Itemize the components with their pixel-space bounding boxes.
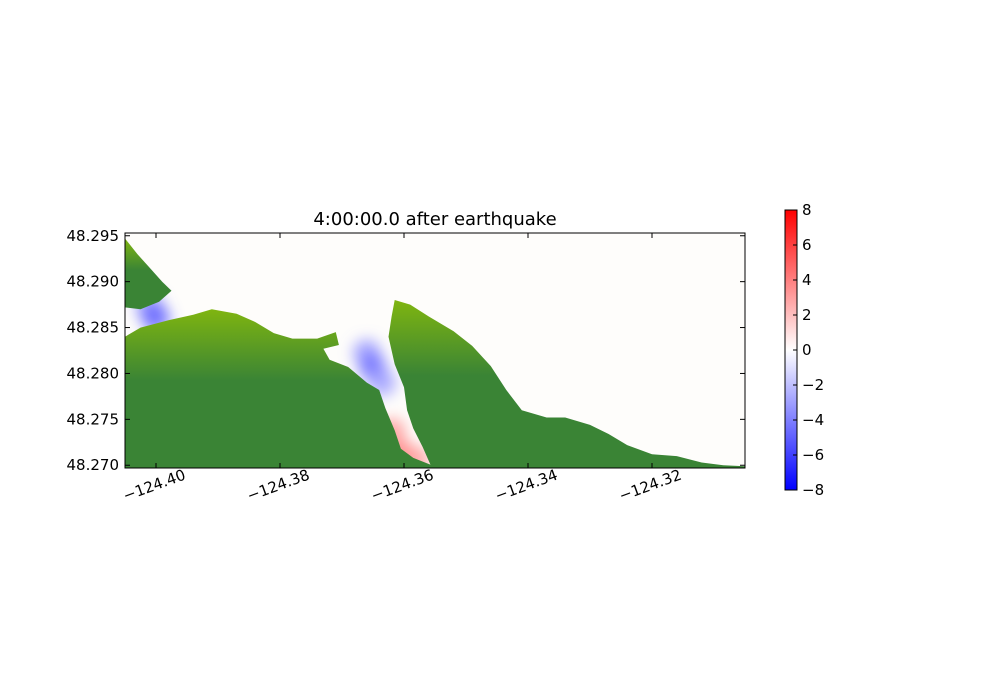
y-tick-label: 48.280 [67, 364, 120, 382]
y-axis: 48.295 48.290 48.285 48.280 48.275 48.270 [67, 227, 745, 474]
colorbar-tick-label: 4 [802, 271, 812, 289]
x-tick-label: −124.40 [121, 466, 188, 505]
y-tick-label: 48.295 [67, 227, 120, 245]
land-layer [125, 238, 745, 468]
colorbar-tick-label: −8 [802, 481, 824, 499]
colorbar-tick-label: −4 [802, 411, 824, 429]
y-tick-label: 48.275 [67, 410, 120, 428]
colorbar-tick-label: 0 [802, 341, 812, 359]
colorbar-tick-label: 2 [802, 306, 812, 324]
plot-area: −124.40 −124.38 −124.36 −124.34 −124.32 48.2… [67, 227, 746, 505]
colorbar-tick-label: 8 [802, 201, 812, 219]
x-tick-label: −124.32 [617, 466, 684, 505]
plot-frame [124, 232, 746, 469]
x-tick-label: −124.36 [369, 466, 436, 505]
land-region-north-tip [125, 238, 172, 310]
land-region-east [388, 300, 745, 468]
colorbar-tick-label: 6 [802, 236, 812, 254]
colorbar-tick-label: −2 [802, 376, 824, 394]
y-tick-label: 48.285 [67, 319, 120, 337]
y-tick-label: 48.270 [67, 456, 120, 474]
x-tick-label: −124.38 [245, 466, 312, 505]
x-tick-label: −124.34 [493, 466, 560, 505]
colorbar: 8 6 4 2 0 −2 −4 −6 −8 [784, 201, 824, 499]
y-tick-label: 48.290 [67, 273, 120, 291]
colorbar-ticks: 8 6 4 2 0 −2 −4 −6 −8 [793, 201, 824, 499]
chart-title: 4:00:00.0 after earthquake [313, 209, 556, 230]
colorbar-tick-label: −6 [802, 446, 824, 464]
land-region-west [125, 309, 432, 468]
